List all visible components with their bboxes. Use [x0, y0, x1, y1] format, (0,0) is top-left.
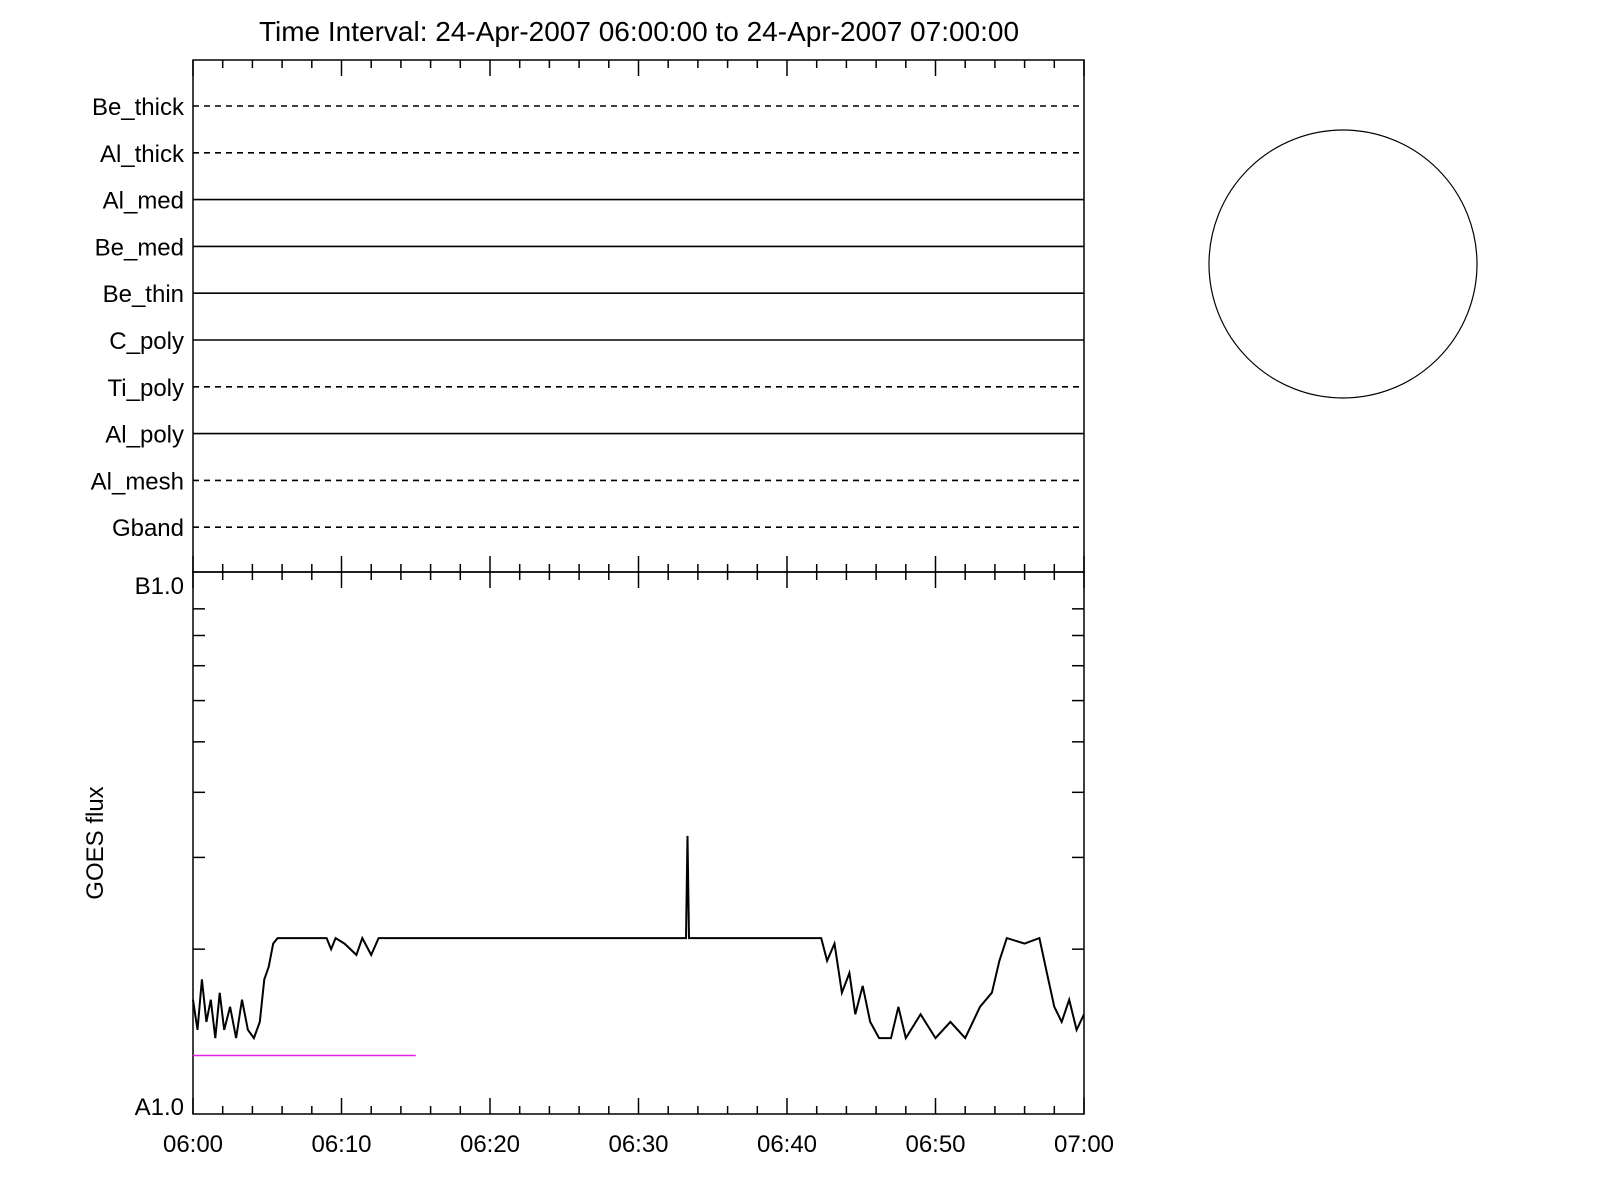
chart-title: Time Interval: 24-Apr-2007 06:00:00 to 2… — [259, 16, 1019, 47]
y-axis-label: GOES flux — [82, 786, 109, 899]
y-tick-label-high: B1.0 — [135, 573, 184, 600]
x-tick-labels: 06:00 06:10 06:20 06:30 06:40 06:50 07:00 — [163, 1131, 1114, 1158]
goes-panel-ticks — [192, 572, 1085, 1114]
x-tick-label: 06:50 — [905, 1131, 965, 1158]
filter-rows: Be_thick Al_thick Al_med Be_med Be_thin C_pol… — [91, 94, 1084, 542]
x-tick-label: 06:00 — [163, 1131, 223, 1158]
x-tick-label: 06:40 — [757, 1131, 817, 1158]
goes-flux-panel: GOES flux A1.0B1.0 06:00 06:10 06:20 06:30 0… — [82, 571, 1114, 1158]
x-tick-label: 06:10 — [311, 1131, 371, 1158]
x-tick-label: 06:20 — [460, 1131, 520, 1158]
filter-row-label: Be_med — [95, 234, 184, 261]
y-tick-labels: A1.0 B1.0 — [135, 573, 184, 1121]
filter-panel-frame — [192, 59, 1085, 573]
filter-row-label: Be_thick — [92, 94, 185, 121]
x-tick-label: 06:30 — [608, 1131, 668, 1158]
y-tick-label-low: A1.0 — [135, 1094, 184, 1121]
filter-panel-ticks — [192, 60, 1085, 572]
filter-row-label: Al_mesh — [91, 468, 184, 495]
filter-row-label: Gband — [112, 515, 184, 542]
filter-row-label: Be_thin — [103, 281, 184, 308]
goes-series — [192, 835, 1085, 1057]
filter-row-label: Al_med — [103, 188, 184, 215]
goes-panel-frame — [192, 571, 1085, 1115]
goes-flux-line — [192, 835, 1085, 1041]
x-tick-label: 07:00 — [1054, 1131, 1114, 1158]
solar-disk-outline — [1208, 129, 1478, 399]
filter-status-panel: Be_thick Al_thick Al_med Be_med Be_thin C_pol… — [91, 59, 1085, 573]
filter-row-label: Ti_poly — [108, 375, 184, 402]
filter-row-label: Al_thick — [100, 141, 185, 168]
filter-row-label: C_poly — [109, 328, 184, 355]
filter-row-label: Al_poly — [105, 422, 184, 449]
